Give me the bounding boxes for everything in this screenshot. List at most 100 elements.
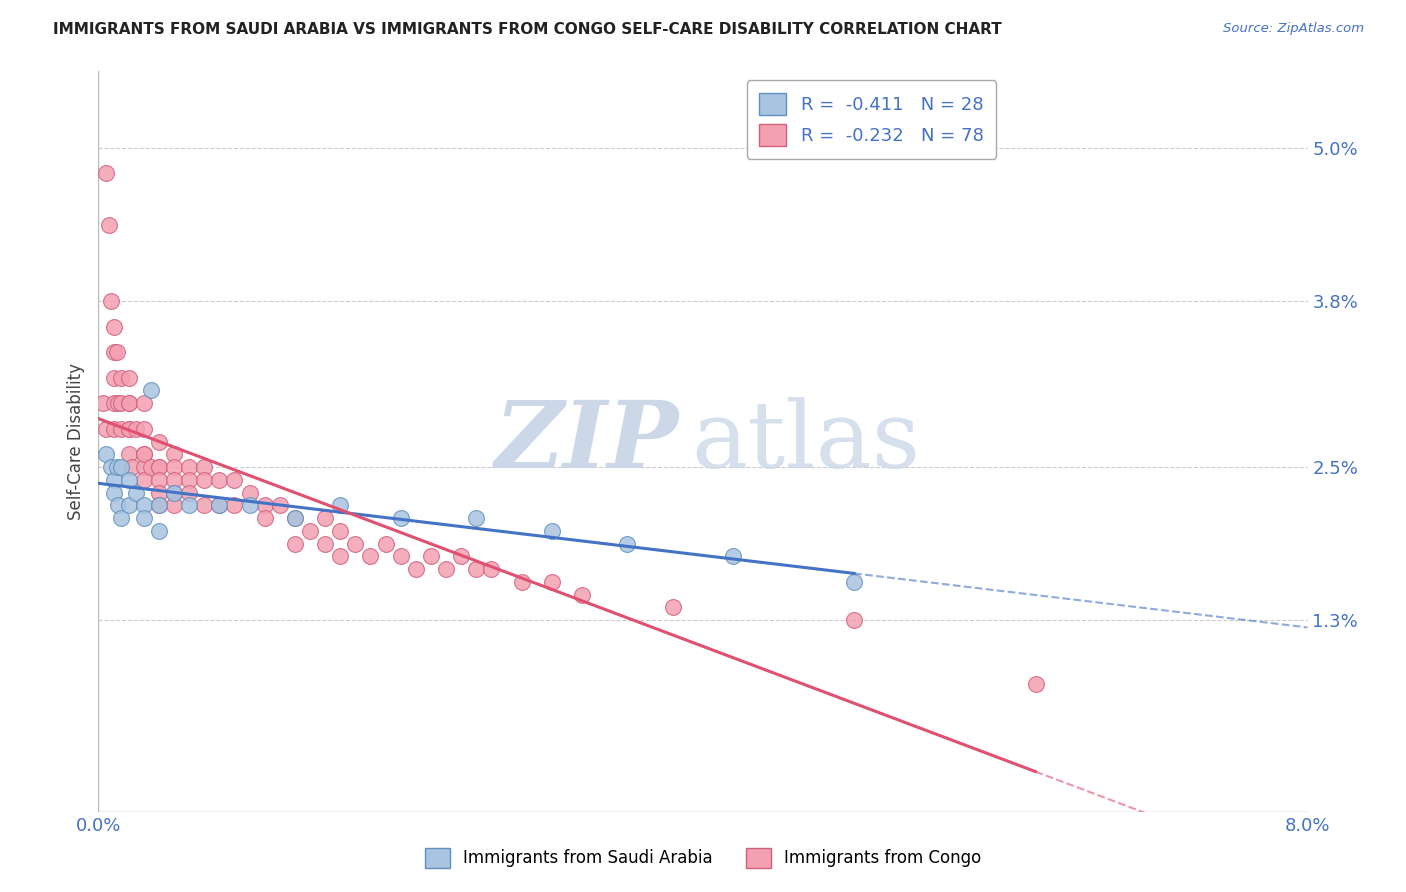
Point — [163, 499, 186, 513]
Point — [571, 588, 593, 602]
Point — [329, 499, 352, 513]
Point — [132, 447, 155, 461]
Legend: R =  -0.411   N = 28, R =  -0.232   N = 78: R = -0.411 N = 28, R = -0.232 N = 78 — [747, 80, 997, 159]
Point — [420, 549, 443, 564]
Legend: Immigrants from Saudi Arabia, Immigrants from Congo: Immigrants from Saudi Arabia, Immigrants… — [418, 841, 988, 875]
Point — [434, 562, 457, 576]
Point — [94, 447, 117, 461]
Point — [329, 524, 352, 538]
Point — [118, 422, 141, 436]
Point — [148, 473, 170, 487]
Point — [110, 460, 132, 475]
Point — [179, 473, 201, 487]
Point — [118, 370, 141, 384]
Point — [661, 600, 683, 615]
Point — [110, 511, 132, 525]
Point — [132, 396, 155, 410]
Point — [107, 499, 129, 513]
Point — [465, 562, 488, 576]
Point — [389, 549, 412, 564]
Point — [103, 319, 125, 334]
Point — [121, 460, 143, 475]
Y-axis label: Self-Care Disability: Self-Care Disability — [66, 363, 84, 520]
Point — [450, 549, 472, 564]
Point — [105, 460, 128, 475]
Point — [208, 499, 231, 513]
Point — [148, 499, 170, 513]
Point — [148, 524, 170, 538]
Point — [844, 613, 866, 627]
Point — [100, 294, 122, 309]
Point — [132, 511, 155, 525]
Point — [94, 166, 117, 180]
Point — [374, 536, 396, 550]
Point — [723, 549, 745, 564]
Point — [314, 511, 336, 525]
Point — [103, 422, 125, 436]
Point — [148, 460, 170, 475]
Point — [118, 499, 141, 513]
Point — [100, 460, 122, 475]
Point — [118, 396, 141, 410]
Point — [481, 562, 503, 576]
Point — [118, 447, 141, 461]
Point — [510, 574, 533, 589]
Point — [163, 485, 186, 500]
Point — [844, 574, 866, 589]
Point — [110, 370, 132, 384]
Point — [118, 396, 141, 410]
Text: ZIP: ZIP — [495, 397, 679, 486]
Point — [132, 473, 155, 487]
Point — [110, 396, 132, 410]
Point — [163, 473, 186, 487]
Point — [132, 422, 155, 436]
Point — [299, 524, 322, 538]
Text: atlas: atlas — [690, 397, 920, 486]
Point — [163, 460, 186, 475]
Point — [224, 499, 246, 513]
Point — [239, 485, 262, 500]
Point — [103, 370, 125, 384]
Point — [465, 511, 488, 525]
Point — [105, 345, 128, 359]
Point — [110, 422, 132, 436]
Point — [148, 460, 170, 475]
Point — [314, 536, 336, 550]
Point — [405, 562, 427, 576]
Point — [284, 511, 307, 525]
Text: IMMIGRANTS FROM SAUDI ARABIA VS IMMIGRANTS FROM CONGO SELF-CARE DISABILITY CORRE: IMMIGRANTS FROM SAUDI ARABIA VS IMMIGRAN… — [53, 22, 1002, 37]
Point — [208, 473, 231, 487]
Point — [179, 460, 201, 475]
Point — [148, 499, 170, 513]
Point — [284, 536, 307, 550]
Point — [125, 485, 148, 500]
Point — [616, 536, 638, 550]
Text: Source: ZipAtlas.com: Source: ZipAtlas.com — [1223, 22, 1364, 36]
Point — [118, 473, 141, 487]
Point — [103, 345, 125, 359]
Point — [141, 384, 163, 398]
Point — [103, 485, 125, 500]
Point — [344, 536, 367, 550]
Point — [179, 499, 201, 513]
Point — [284, 511, 307, 525]
Point — [360, 549, 382, 564]
Point — [98, 218, 121, 232]
Point — [132, 460, 155, 475]
Point — [125, 422, 148, 436]
Point — [132, 499, 155, 513]
Point — [329, 549, 352, 564]
Point — [269, 499, 291, 513]
Point — [179, 485, 201, 500]
Point — [103, 473, 125, 487]
Point — [540, 524, 562, 538]
Point — [141, 460, 163, 475]
Point — [163, 485, 186, 500]
Point — [91, 396, 114, 410]
Point — [148, 485, 170, 500]
Point — [239, 499, 262, 513]
Point — [540, 574, 562, 589]
Point — [1025, 677, 1047, 691]
Point — [132, 447, 155, 461]
Point — [253, 511, 276, 525]
